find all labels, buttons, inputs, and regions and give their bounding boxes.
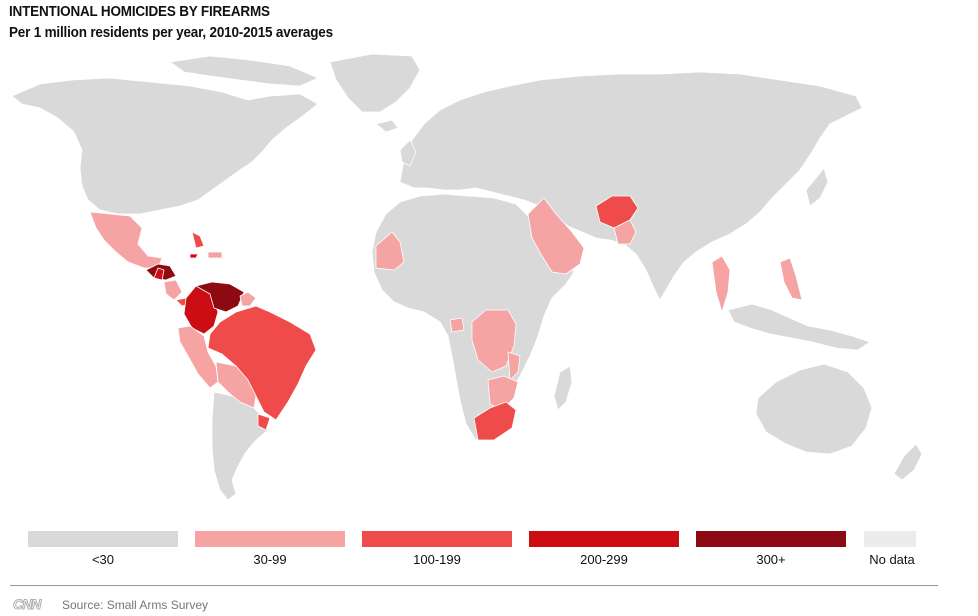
region-uk [399, 139, 417, 167]
country-guyana [239, 291, 257, 307]
legend-item-300plus: 300+ [696, 531, 846, 571]
legend-label-lt30: <30 [91, 552, 115, 567]
region-north-america [11, 77, 319, 215]
legend-label-200-299: 200-299 [580, 552, 628, 567]
world-map [11, 53, 923, 501]
country-caribbean-b [207, 251, 223, 259]
country-caribbean-a [191, 231, 205, 249]
legend-label-300plus: 300+ [756, 552, 786, 567]
legend-label-100-199: 100-199 [413, 552, 461, 567]
country-gabon [449, 317, 465, 333]
legend-label-30-99: 30-99 [253, 552, 287, 567]
legend-item-30-99: 30-99 [195, 531, 345, 571]
country-pakistan [613, 219, 637, 245]
country-mexico [89, 211, 163, 269]
country-mauritania [375, 231, 405, 271]
region-iceland [375, 119, 399, 133]
country-nicaragua-costarica [163, 279, 183, 301]
legend-item-100-199: 100-199 [362, 531, 512, 571]
region-japan [805, 167, 829, 207]
legend-swatch-30-99 [195, 531, 345, 547]
region-canada-islands [169, 55, 319, 87]
source-note: Source: Small Arms Survey [62, 598, 209, 612]
country-philippines [779, 257, 803, 301]
legend-item-lt30: <30 [28, 531, 178, 571]
legend: <30 30-99 100-199 200-299 300+ No data [0, 531, 978, 571]
region-africa [371, 193, 575, 441]
region-new-zealand [893, 443, 923, 481]
region-chile-argentina [211, 391, 269, 501]
chart-title: INTENTIONAL HOMICIDES BY FIREARMS [9, 4, 270, 20]
legend-swatch-lt30 [28, 531, 178, 547]
country-jamaica [189, 253, 199, 259]
region-australia [755, 363, 873, 455]
country-saudi-arabia [527, 197, 585, 275]
legend-item-200-299: 200-299 [529, 531, 679, 571]
legend-swatch-200-299 [529, 531, 679, 547]
country-south-africa [473, 401, 517, 441]
legend-item-no-data: No data [864, 531, 916, 571]
country-uruguay [257, 413, 271, 431]
country-thailand [711, 255, 731, 313]
country-guatemala [153, 267, 165, 281]
country-afghanistan [595, 195, 639, 229]
country-botswana-zimbabwe [487, 375, 519, 411]
region-greenland [329, 53, 421, 113]
region-indonesia [727, 303, 871, 351]
country-tanzania-malawi [507, 351, 521, 381]
legend-swatch-no-data [864, 531, 916, 547]
footer-divider [10, 585, 938, 586]
legend-label-no-data: No data [869, 552, 915, 567]
legend-swatch-100-199 [362, 531, 512, 547]
legend-swatch-300plus [696, 531, 846, 547]
chart-subtitle: Per 1 million residents per year, 2010-2… [9, 25, 333, 41]
cnn-logo: CNN [12, 596, 41, 613]
country-venezuela [195, 281, 245, 313]
country-bolivia-paraguay [215, 361, 257, 409]
region-madagascar [553, 365, 573, 411]
region-eurasia [399, 71, 863, 301]
